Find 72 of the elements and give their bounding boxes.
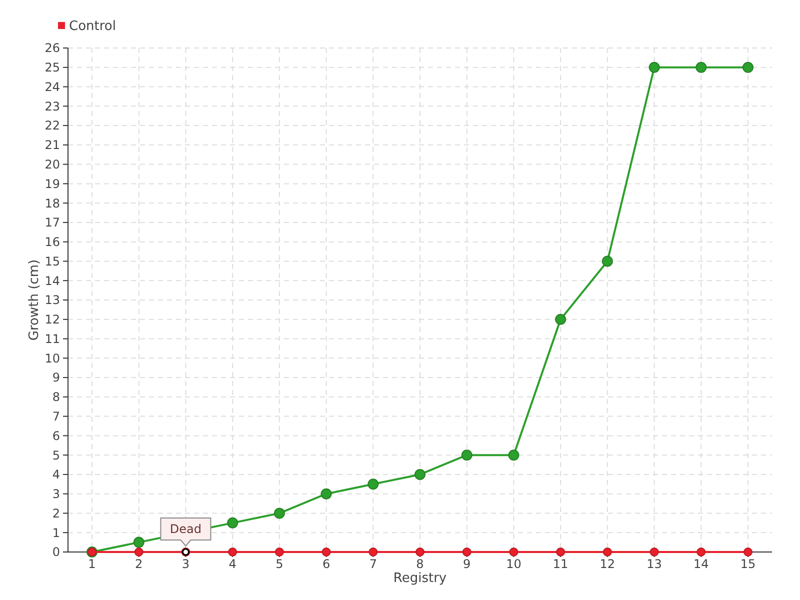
x-tick-label: 2 [135,557,143,571]
y-tick-label: 2 [52,506,60,520]
y-tick-label: 13 [44,293,60,308]
point [509,548,518,556]
x-tick-label: 4 [228,557,236,571]
y-tick-label: 26 [44,41,60,56]
point [462,548,472,556]
x-tick-label: 3 [182,557,190,571]
point [227,517,238,528]
point [274,548,284,556]
x-tick-label: 11 [552,557,568,571]
x-tick-label: 6 [322,557,330,571]
y-tick-label: 24 [44,80,60,94]
point [602,256,613,267]
y-tick-label: 10 [44,351,60,366]
x-tick-label: 5 [276,557,284,571]
point [416,548,424,556]
point [648,62,660,73]
y-tick-label: 20 [44,158,60,172]
point [650,548,659,556]
x-tick-label: 12 [600,557,616,571]
x-tick-label: 10 [506,557,522,571]
y-tick-label: 5 [52,448,60,462]
y-tick-label: 23 [44,99,60,114]
y-tick-label: 11 [44,332,60,346]
annotation: Dead [170,522,202,536]
point [744,548,752,556]
y-tick-label: 15 [44,254,60,268]
point [322,548,331,556]
x-tick-label: 13 [646,557,662,571]
y-tick-label: 14 [44,274,60,288]
x-axis-title: Registry [393,571,447,586]
point [742,62,754,73]
x-tick-label: 9 [463,557,471,571]
point [133,536,144,548]
x-tick-label: 7 [369,557,377,571]
y-tick-label: 18 [44,196,60,210]
y-tick-label: 9 [52,370,60,385]
y-tick-label: 0 [52,545,60,560]
y-tick-label: 19 [44,176,60,191]
point [696,62,707,73]
x-tick-label: 8 [416,557,424,571]
point [696,548,706,556]
x-tick-label: 15 [740,557,756,571]
y-tick-label: 17 [44,216,60,230]
point [368,548,378,556]
point [228,548,238,556]
point [602,548,612,556]
legend-label: Control [69,19,116,34]
y-tick-label: 7 [52,410,60,424]
x-tick-label: 14 [694,557,709,571]
y-tick-label: 1 [52,526,60,540]
y-tick-label: 6 [52,428,60,443]
point [274,508,285,519]
point [461,450,472,461]
point [508,450,520,461]
point [320,488,332,500]
x-tick-label: 1 [88,557,96,571]
y-tick-label: 16 [44,235,60,250]
y-tick-label: 12 [44,312,60,327]
y-tick-label: 3 [52,487,60,502]
point [368,478,379,490]
y-tick-label: 8 [52,390,60,404]
y-axis-title: Growth (cm) [27,259,42,341]
y-tick-label: 21 [44,138,60,152]
point [556,548,566,556]
y-tick-label: 4 [52,468,60,482]
point [414,468,426,480]
point [555,314,566,325]
point [134,548,144,556]
y-tick-label: 25 [44,60,60,75]
y-tick-label: 22 [44,118,60,133]
